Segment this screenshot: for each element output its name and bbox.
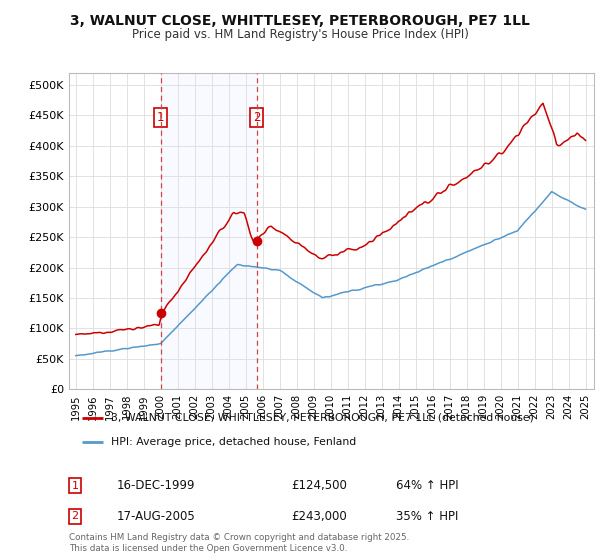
Bar [161, 73, 257, 389]
Text: 1: 1 [71, 480, 79, 491]
Text: Contains HM Land Registry data © Crown copyright and database right 2025.
This d: Contains HM Land Registry data © Crown c… [69, 533, 409, 553]
Text: 3, WALNUT CLOSE, WHITTLESEY, PETERBOROUGH, PE7 1LL: 3, WALNUT CLOSE, WHITTLESEY, PETERBOROUG… [70, 14, 530, 28]
Text: £124,500: £124,500 [291, 479, 347, 492]
Text: Price paid vs. HM Land Registry's House Price Index (HPI): Price paid vs. HM Land Registry's House … [131, 28, 469, 41]
Text: 3, WALNUT CLOSE, WHITTLESEY, PETERBOROUGH, PE7 1LL (detached house): 3, WALNUT CLOSE, WHITTLESEY, PETERBOROUG… [111, 413, 534, 423]
Text: 35% ↑ HPI: 35% ↑ HPI [396, 510, 458, 523]
Text: 2: 2 [253, 110, 260, 124]
Text: HPI: Average price, detached house, Fenland: HPI: Average price, detached house, Fenl… [111, 437, 356, 447]
Text: 64% ↑ HPI: 64% ↑ HPI [396, 479, 458, 492]
Text: 1: 1 [157, 110, 164, 124]
Text: £243,000: £243,000 [291, 510, 347, 523]
Text: 2: 2 [71, 511, 79, 521]
Text: 16-DEC-1999: 16-DEC-1999 [117, 479, 196, 492]
Text: 17-AUG-2005: 17-AUG-2005 [117, 510, 196, 523]
